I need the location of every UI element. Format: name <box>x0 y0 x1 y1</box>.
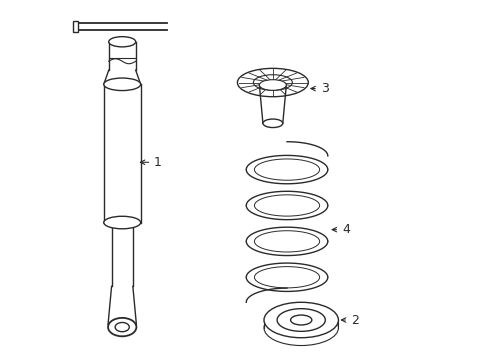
Text: 4: 4 <box>331 223 349 236</box>
Ellipse shape <box>264 310 338 346</box>
Bar <box>72 21 78 32</box>
Text: 1: 1 <box>140 156 162 169</box>
Ellipse shape <box>237 68 307 97</box>
Text: 3: 3 <box>310 82 328 95</box>
Text: 2: 2 <box>341 314 358 327</box>
Ellipse shape <box>103 216 141 229</box>
Ellipse shape <box>263 119 282 127</box>
Ellipse shape <box>103 78 141 91</box>
Ellipse shape <box>264 302 338 338</box>
Ellipse shape <box>108 37 135 47</box>
Ellipse shape <box>108 318 136 336</box>
Ellipse shape <box>259 80 286 90</box>
